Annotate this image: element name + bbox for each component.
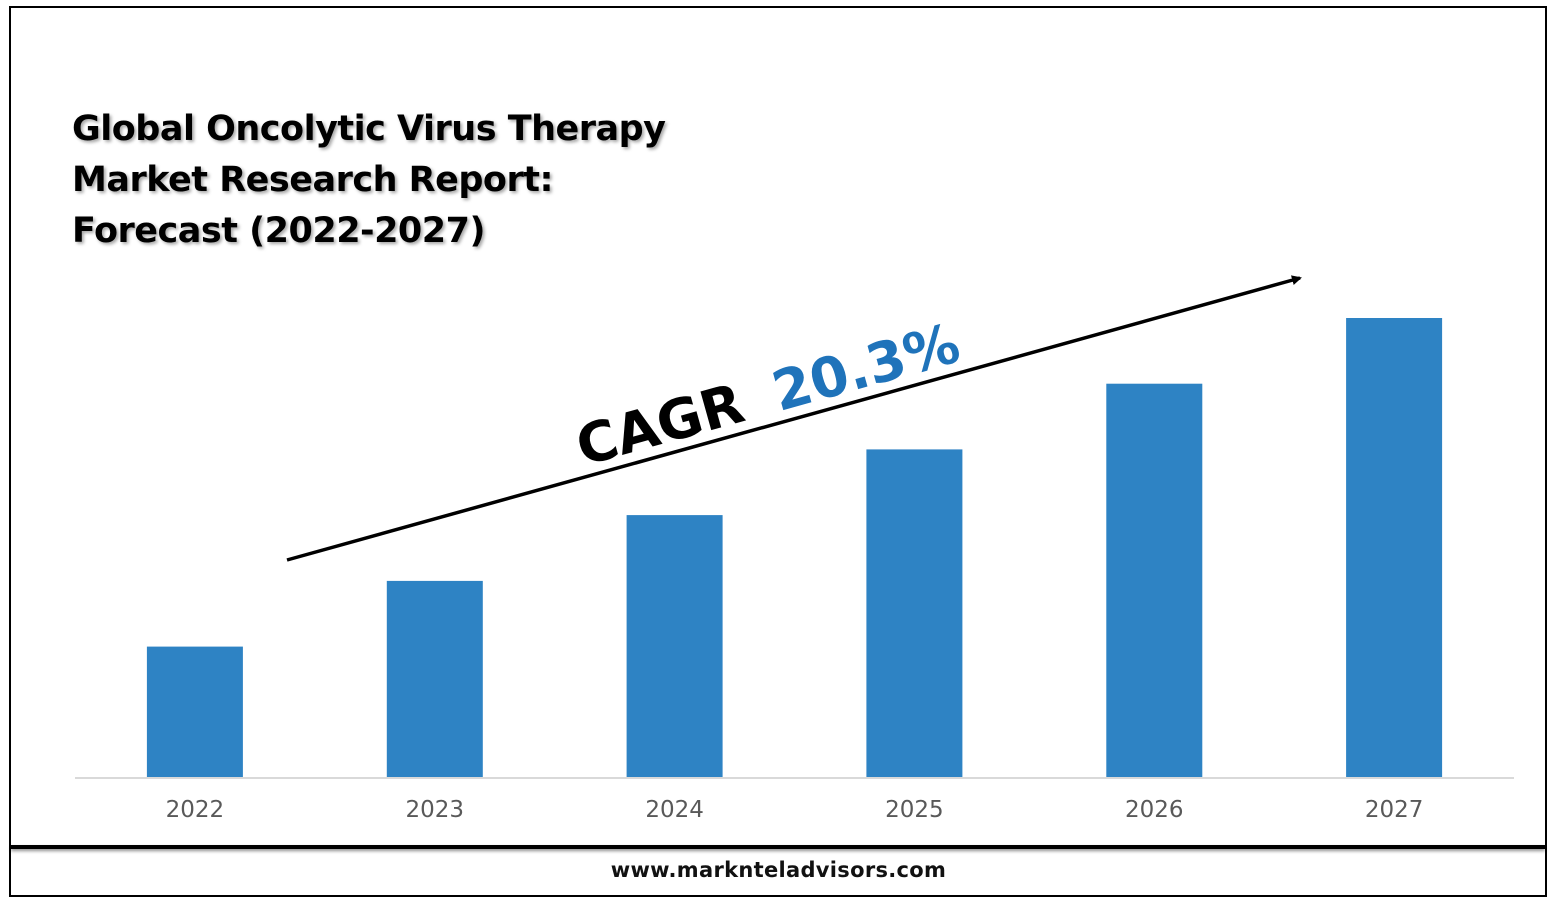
x-tick-label-2027: 2027: [1365, 797, 1424, 823]
x-tick-label-2024: 2024: [645, 797, 704, 823]
bar-2025: [866, 449, 963, 778]
bar-2027: [1346, 318, 1443, 778]
bar-2022: [146, 646, 243, 778]
trend-arrow: [286, 275, 1302, 562]
chart-title-line-1: Global Oncolytic Virus Therapy: [72, 109, 666, 149]
x-tick-label-2025: 2025: [885, 797, 944, 823]
chart-frame: [9, 6, 1547, 897]
x-tick-label-2026: 2026: [1125, 797, 1184, 823]
footer-divider: [11, 845, 1545, 849]
footer-website-url: www.marknteladvisors.com: [610, 858, 947, 882]
bar-2024: [626, 515, 723, 778]
cagr-label: CAGR: [569, 371, 750, 478]
x-tick-label-2023: 2023: [406, 797, 465, 823]
x-tick-label-2022: 2022: [166, 797, 225, 823]
chart-title: Global Oncolytic Virus Therapy Market Re…: [72, 104, 666, 257]
chart-title-line-3: Forecast (2022-2027): [72, 211, 485, 251]
bar-2026: [1106, 383, 1203, 778]
cagr-value: 20.3%: [765, 311, 966, 424]
chart-title-line-2: Market Research Report:: [72, 160, 553, 200]
bar-2023: [386, 580, 483, 778]
